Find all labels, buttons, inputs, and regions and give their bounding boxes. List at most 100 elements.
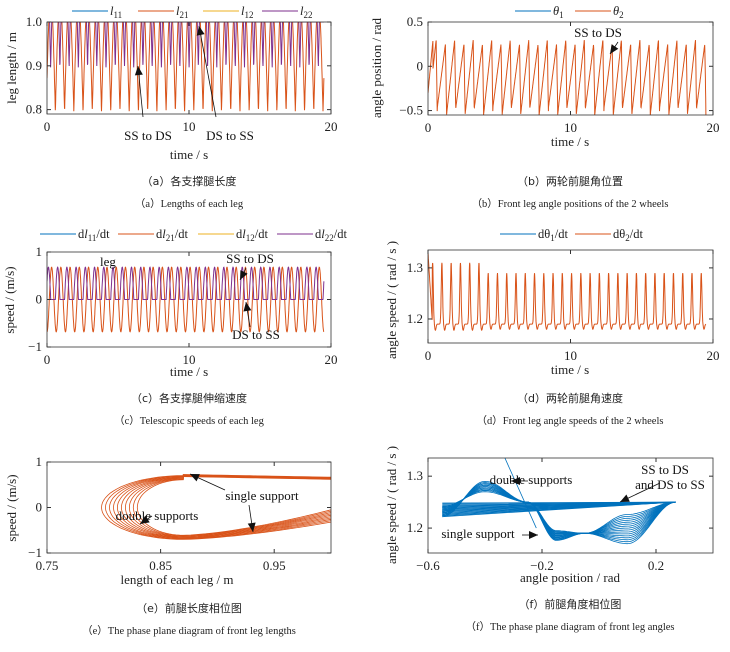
annotation-text: double supports	[490, 472, 573, 487]
phase-curve-line	[442, 488, 676, 541]
x-axis-label: time / s	[551, 134, 589, 149]
x-tick-label: 20	[707, 348, 720, 363]
caption-english: （c）Telescopic speeds of each leg	[114, 415, 264, 427]
y-axis-label: speed / (m/s)	[2, 266, 17, 333]
transient-line	[504, 458, 537, 529]
caption-english: （b）Front leg angle positions of the 2 wh…	[472, 198, 669, 210]
plot-area	[442, 458, 676, 545]
x-tick-label: 10	[564, 120, 577, 135]
y-tick-label: −1	[28, 545, 42, 560]
x-axis-label: time / s	[170, 364, 208, 379]
annotation-text: DS to SS	[232, 327, 280, 342]
legend-entry: dθ1/dt	[538, 227, 568, 243]
x-axis-label: time / s	[170, 147, 208, 162]
y-tick-label: 0.9	[26, 58, 42, 73]
arrowhead-icon	[196, 26, 205, 36]
arrowhead-icon	[240, 270, 248, 280]
arrowhead-icon	[134, 66, 143, 76]
x-tick-label: 10	[183, 352, 196, 367]
series-theta2-line	[428, 40, 707, 115]
caption-english: （f）The phase plane diagram of front leg …	[465, 621, 674, 633]
y-tick-label: 0.5	[407, 14, 423, 29]
plot-area	[47, 266, 325, 333]
x-tick-label: 0	[44, 352, 51, 367]
x-tick-label: 0	[44, 119, 51, 134]
series-l21-line	[47, 22, 325, 112]
x-tick-label: 0.2	[648, 558, 664, 573]
y-axis-label: angle position / rad	[369, 18, 384, 119]
annotation-arrow	[198, 25, 217, 118]
x-tick-label: 10	[183, 119, 196, 134]
legend-entry: dl12/dt	[236, 227, 268, 243]
y-tick-label: 0	[36, 292, 43, 307]
panel-e: 0.75 0.85 0.95 −1 0 1 length of each leg / m sp…	[4, 454, 332, 637]
plot-area	[101, 474, 331, 540]
y-tick-label: 1.3	[407, 468, 423, 483]
series-dl22-line	[47, 266, 325, 300]
arrowhead-icon	[620, 494, 630, 502]
caption-english: （a）Lengths of each leg	[135, 198, 244, 210]
plot-area	[47, 22, 325, 112]
arrowhead-icon	[247, 522, 256, 532]
y-tick-label: 1	[36, 454, 43, 469]
annotation-text: SS to DS	[226, 251, 274, 266]
y-tick-label: 0	[417, 58, 424, 73]
annotation-text: SS to DS	[574, 25, 622, 40]
caption-chinese: （b）两轮前腿角位置	[517, 174, 623, 188]
x-tick-label: −0.2	[530, 558, 554, 573]
annotation-text: SS to DS	[641, 462, 689, 477]
plot-area	[428, 40, 707, 115]
legend-entry: l11	[110, 4, 122, 20]
x-tick-label: 0.95	[263, 558, 286, 573]
y-tick-label: 0.8	[26, 102, 42, 117]
legend-entry: l12	[241, 4, 253, 20]
y-tick-label: 0	[36, 500, 43, 515]
x-tick-label: 20	[325, 352, 338, 367]
y-axis-label: angle speed / ( rad / s )	[384, 446, 399, 564]
caption-chinese: （c）各支撑腿伸缩速度	[131, 391, 247, 405]
arrowhead-icon	[140, 515, 150, 524]
phase-curve-line	[442, 480, 676, 537]
x-axis-label: angle position / rad	[520, 570, 621, 585]
phase-curve-line	[442, 489, 676, 541]
legend-entry: l22	[300, 4, 312, 20]
legend-entry: l21	[176, 4, 188, 20]
annotation-text: single support	[441, 526, 515, 541]
panel-f: −0.6 −0.2 0.2 1.2 1.3 angle position / rad ang…	[384, 446, 714, 633]
arrowhead-icon	[529, 531, 538, 539]
y-tick-label: −1	[28, 339, 42, 354]
annotation-text: and DS to SS	[635, 477, 705, 492]
y-axis-label: speed / (m/s)	[4, 474, 19, 541]
phase-loop-line	[136, 474, 331, 536]
phase-curve-line	[442, 486, 676, 539]
series-dtheta2-line	[428, 252, 707, 332]
annotation-text: SS to DS	[124, 128, 172, 143]
x-tick-label: 0	[425, 348, 432, 363]
phase-curve-line	[442, 484, 676, 539]
series-dl21-line	[47, 266, 325, 333]
x-tick-label: 0.75	[36, 558, 59, 573]
caption-chinese: （f）前腿角度相位图	[519, 597, 622, 611]
annotation-text: single support	[225, 488, 299, 503]
phase-curve-line	[442, 483, 676, 538]
y-axis-label: angle speed / ( rad / s )	[384, 241, 399, 359]
phase-curve-line	[442, 487, 676, 540]
x-tick-label: 20	[325, 119, 338, 134]
caption-chinese: （a）各支撑腿长度	[142, 174, 237, 188]
plot-area	[428, 252, 707, 332]
axes-box	[427, 457, 714, 554]
x-tick-label: −0.6	[416, 558, 440, 573]
legend-entry: θ2	[613, 4, 624, 20]
arrowhead-icon	[610, 44, 619, 54]
x-axis-label: time / s	[551, 362, 589, 377]
caption-english: （d）Front leg angle speeds of the 2 wheel…	[477, 415, 664, 427]
x-tick-label: 20	[707, 120, 720, 135]
annotation-text: leg	[100, 254, 116, 269]
x-tick-label: 10	[564, 348, 577, 363]
y-tick-label: 1.3	[407, 260, 423, 275]
y-axis-label: leg length / m	[4, 32, 19, 104]
phase-loop-line	[132, 474, 331, 537]
